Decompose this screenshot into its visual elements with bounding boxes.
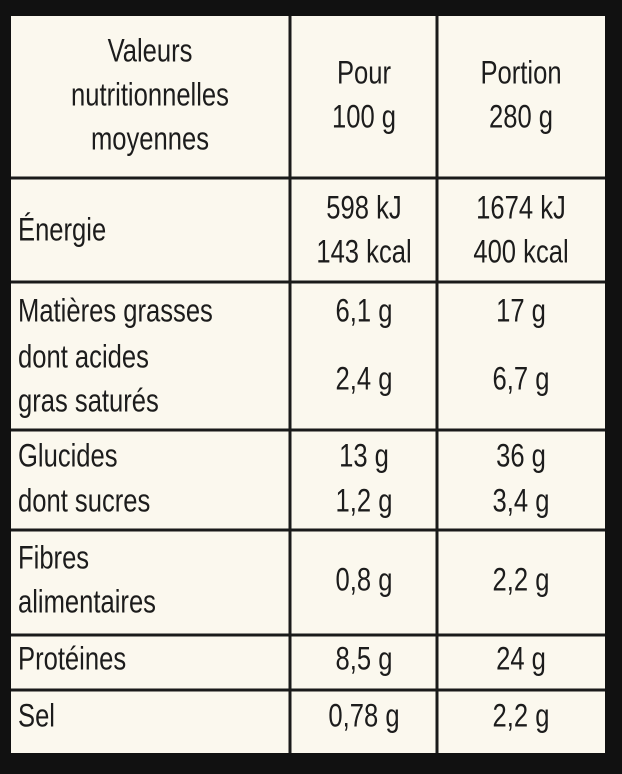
nutrient-label: alimentaires — [18, 585, 156, 620]
nutrient-label: Fibres — [18, 541, 89, 576]
header-cell: moyennes — [91, 122, 209, 157]
nutrient-value: 6,1 g — [336, 294, 393, 329]
nutrient-label: alimentaires — [18, 585, 156, 620]
nutrient-value: 17 g — [496, 294, 546, 329]
nutrient-value: 598 kJ — [326, 191, 401, 226]
nutrient-value: 8,5 g — [336, 642, 393, 677]
nutrient-value: 3,4 g — [493, 484, 550, 519]
nutrient-label: dont sucres — [18, 484, 150, 519]
nutrient-value: 1674 kJ — [476, 191, 566, 226]
nutrient-value: 36 g — [496, 439, 546, 474]
header-cell: Pour — [337, 56, 391, 91]
header-cell: nutritionnelles — [71, 78, 229, 113]
header-cell: nutritionnelles — [71, 78, 229, 113]
nutrient-value: 0,78 g — [328, 699, 399, 734]
nutrient-value: 1,2 g — [336, 484, 393, 519]
nutrient-label: Sel — [18, 699, 55, 734]
nutrient-value: 143 kcal — [316, 235, 411, 270]
nutrient-value: 2,2 g — [493, 563, 550, 598]
table-body — [11, 16, 605, 753]
nutrient-value: 400 kcal — [473, 235, 568, 270]
nutrient-label: Matières grasses — [18, 294, 213, 329]
nutrient-value: 1674 kJ — [476, 191, 566, 226]
nutrient-value: 2,2 g — [493, 563, 550, 598]
nutrient-label: dont sucres — [18, 484, 150, 519]
nutrient-value: 24 g — [496, 642, 546, 677]
nutrient-label: dont acides — [18, 340, 149, 375]
header-cell: Portion — [480, 56, 561, 91]
header-cell: Pour — [337, 56, 391, 91]
nutrient-label: Protéines — [18, 642, 126, 677]
nutrient-label: Fibres — [18, 541, 89, 576]
nutrient-value: 17 g — [496, 294, 546, 329]
nutrient-value: 0,8 g — [336, 563, 393, 598]
nutrient-value: 143 kcal — [316, 235, 411, 270]
nutrient-value: 24 g — [496, 642, 546, 677]
nutrient-value: 13 g — [339, 439, 389, 474]
nutrient-value: 2,2 g — [493, 699, 550, 734]
nutrient-label: dont acides — [18, 340, 149, 375]
nutrient-value: 36 g — [496, 439, 546, 474]
header-cell: moyennes — [91, 122, 209, 157]
nutrient-value: 1,2 g — [336, 484, 393, 519]
nutrient-value: 0,78 g — [328, 699, 399, 734]
nutrient-value: 6,1 g — [336, 294, 393, 329]
nutrient-value: 598 kJ — [326, 191, 401, 226]
nutrient-label: Sel — [18, 699, 55, 734]
nutrient-label: Glucides — [18, 439, 118, 474]
header-cell: 280 g — [489, 100, 553, 135]
nutrient-label: gras saturés — [18, 384, 159, 419]
nutrient-label: gras saturés — [18, 384, 159, 419]
header-cell: 100 g — [332, 100, 396, 135]
nutrient-label: Glucides — [18, 439, 118, 474]
nutrient-value: 0,8 g — [336, 563, 393, 598]
nutrient-value: 2,4 g — [336, 362, 393, 397]
nutrient-label: Énergie — [18, 212, 106, 248]
header-cell: Valeurs — [108, 34, 193, 69]
nutrient-value: 6,7 g — [493, 362, 550, 397]
header-cell: Valeurs — [108, 34, 193, 69]
nutrient-label: Énergie — [18, 212, 106, 248]
header-cell: 280 g — [489, 100, 553, 135]
nutrient-value: 8,5 g — [336, 642, 393, 677]
nutrient-value: 13 g — [339, 439, 389, 474]
nutrient-value: 2,4 g — [336, 362, 393, 397]
header-cell: Portion — [480, 56, 561, 91]
nutrient-label: Matières grasses — [18, 294, 213, 329]
nutrient-label: Protéines — [18, 642, 126, 677]
nutrient-value: 400 kcal — [473, 235, 568, 270]
nutrient-value: 3,4 g — [493, 484, 550, 519]
nutrient-value: 2,2 g — [493, 699, 550, 734]
nutrient-value: 6,7 g — [493, 362, 550, 397]
header-cell: 100 g — [332, 100, 396, 135]
